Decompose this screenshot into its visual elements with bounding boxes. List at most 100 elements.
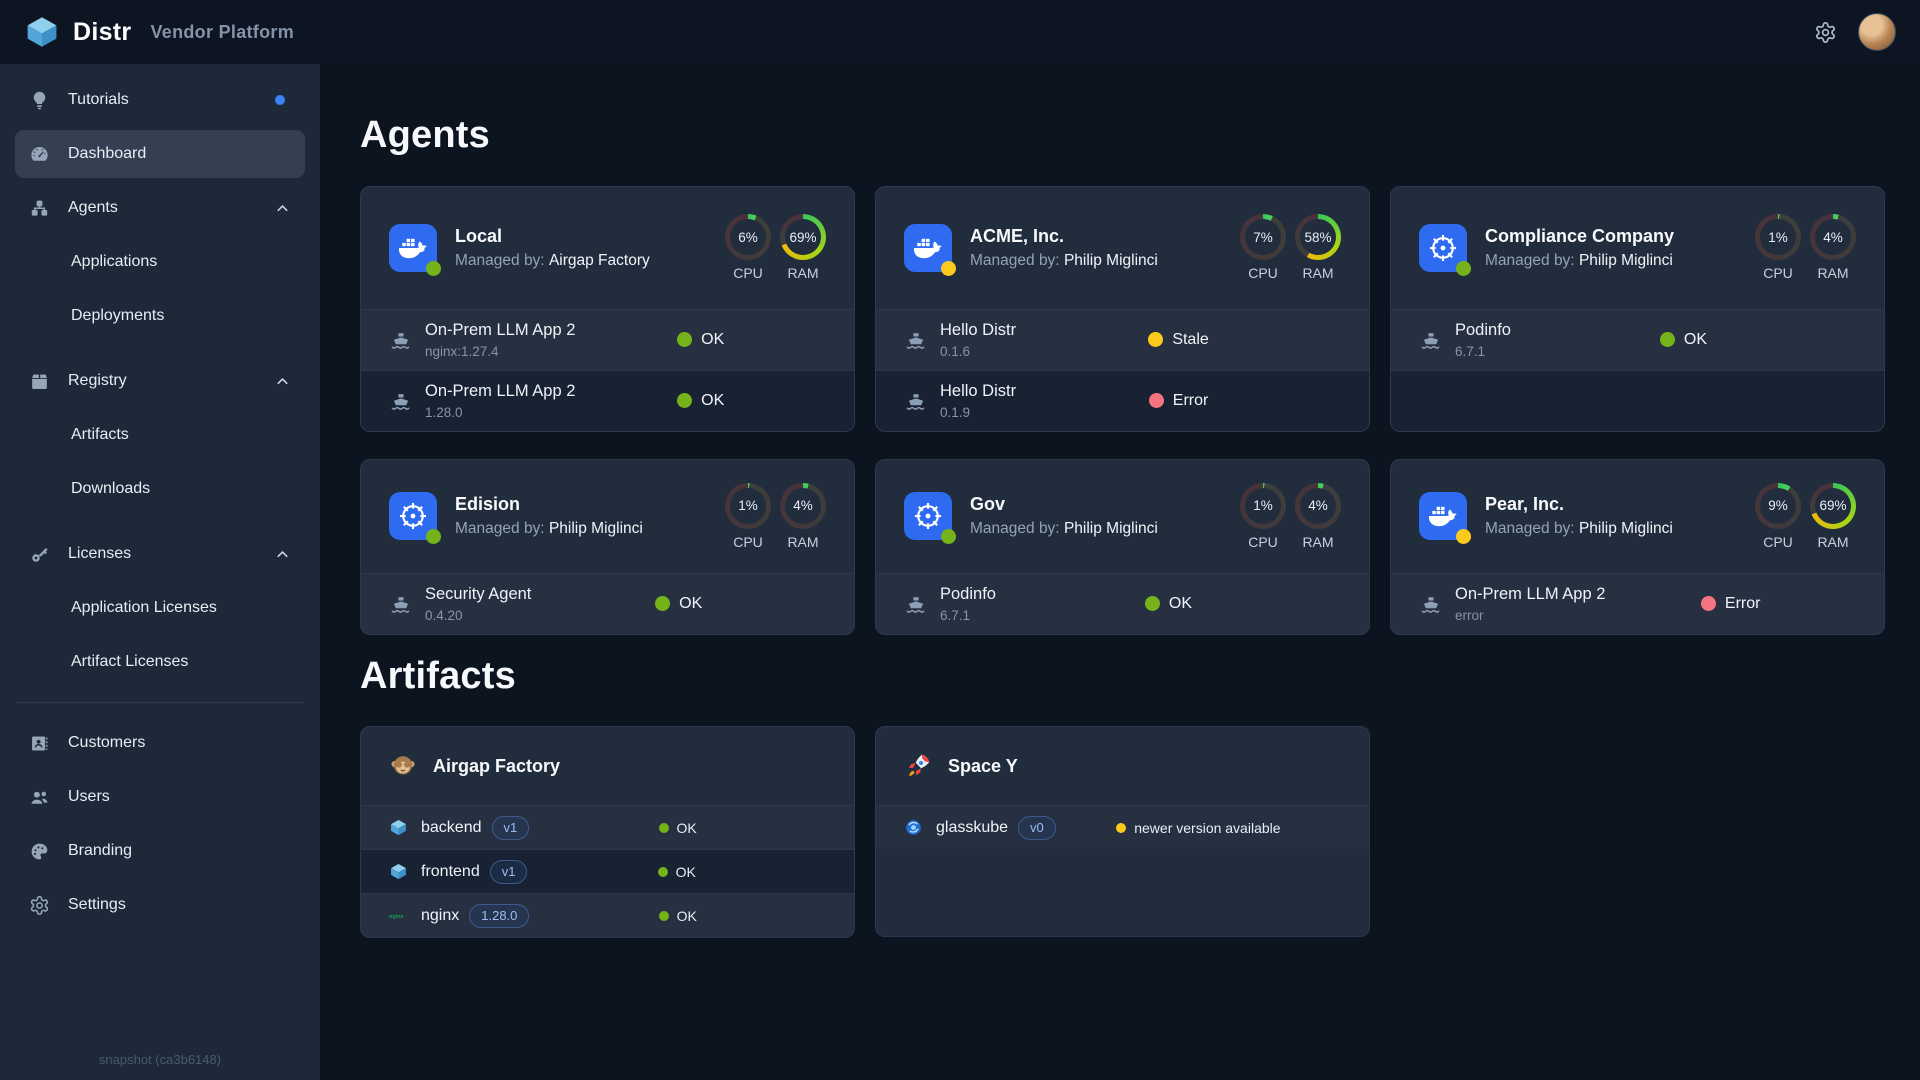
app-title: Distr [73,17,132,46]
deployment-icon [904,592,928,616]
app-subtitle: Vendor Platform [150,21,294,42]
sidebar-item-label: Application Licenses [71,599,217,616]
deployment-icon [389,389,413,413]
nginx-icon: nginx [389,906,409,926]
sidebar-item-label: Artifact Licenses [71,653,189,670]
artifact-group-card[interactable]: Space Y glasskube v0 newer version availabl… [875,726,1370,938]
deployment-row-empty [1391,369,1884,431]
agent-status-dot [941,260,956,276]
sidebar-item-settings[interactable]: Settings [15,881,305,929]
chevron-up-icon [274,546,291,563]
sidebar-item-application-licenses[interactable]: Application Licenses [15,584,305,632]
gauge-ring-ram: 69% [780,214,826,261]
artifact-status: OK [529,908,826,924]
deployment-row[interactable]: On-Prem LLM App 2 1.28.0 OK [361,369,854,431]
artifact-row[interactable]: frontend v1 OK [361,849,854,894]
gauge-ring-ram: 4% [1810,214,1856,261]
sidebar-item-dashboard[interactable]: Dashboard [15,130,305,178]
globe-icon [904,818,924,838]
agent-info: ACME, Inc. Managed by: Philip Miglinci [970,226,1158,270]
agent-card-header: Compliance Company Managed by: Philip Mig… [1391,187,1884,309]
deployment-row[interactable]: Security Agent 0.4.20 OK [361,572,854,634]
sidebar-item-label: Artifacts [71,426,129,443]
deployment-name: Podinfo [940,584,996,603]
deployment-row[interactable]: Podinfo 6.7.1 OK [876,572,1369,634]
gauge-value-ram: 58% [1300,219,1336,256]
monkey-icon [389,752,417,780]
sidebar-item-agents[interactable]: Agents [15,184,305,232]
artifact-group-card[interactable]: Airgap Factory backend v1 OK frontend v1 OK ngi… [360,726,855,939]
deployment-row[interactable]: Hello Distr 0.1.9 Error [876,369,1369,431]
agent-card[interactable]: Pear, Inc. Managed by: Philip Miglinci 9% C… [1390,458,1885,635]
deployment-version: 6.7.1 [1455,343,1486,359]
agent-name: Gov [970,494,1006,515]
sidebar-item-downloads[interactable]: Downloads [15,465,305,513]
deployment-status: OK [531,595,826,613]
docker-icon [1419,492,1471,545]
agent-card[interactable]: Compliance Company Managed by: Philip Mig… [1390,185,1885,432]
gauge-label-cpu: CPU [1248,265,1278,282]
managed-by-label: Managed by: [970,251,1064,269]
kubernetes-icon [904,492,956,545]
rocket-icon [904,752,932,780]
agent-name: ACME, Inc. [970,225,1065,246]
status-dot [1116,822,1127,833]
artifact-row[interactable]: backend v1 OK [361,805,854,849]
sidebar-item-deployments[interactable]: Deployments [15,292,305,340]
artifact-row[interactable]: glasskube v0 newer version available [876,805,1369,849]
deployment-texts: Podinfo 6.7.1 [940,585,996,623]
sidebar-divider [16,702,304,703]
agent-card[interactable]: Local Managed by: Airgap Factory 6% CPU 69% R… [360,185,855,432]
sidebar-item-label: Settings [68,896,126,913]
sidebar-item-tutorials[interactable]: Tutorials [15,76,305,124]
status-label: OK [676,819,697,836]
agent-card[interactable]: Edision Managed by: Philip Miglinci 1% CPU 4… [360,458,855,635]
idcard-icon [29,733,50,754]
deployment-status: Error [1605,595,1856,613]
sidebar-item-licenses[interactable]: Licenses [15,530,305,578]
gauge-value-cpu: 1% [1245,487,1281,524]
gauge-label-ram: RAM [787,265,819,282]
agent-card[interactable]: ACME, Inc. Managed by: Philip Miglinci 7% C… [875,185,1370,432]
agent-card[interactable]: Gov Managed by: Philip Miglinci 1% CPU 4% RAM… [875,458,1370,635]
deployment-name: Hello Distr [940,381,1017,400]
deployment-icon [1419,328,1443,352]
deployment-icon [904,328,928,352]
users-icon [29,787,50,808]
sidebar-item-registry[interactable]: Registry [15,357,305,405]
artifact-version-badge: 1.28.0 [469,904,530,928]
deployment-row[interactable]: On-Prem LLM App 2 error Error [1391,572,1884,634]
gauge-value-ram: 4% [1300,487,1336,524]
gauge-cpu: 9% CPU [1755,482,1801,550]
settings-gear-icon[interactable] [1810,17,1840,47]
agent-managed-by: Managed by: Philip Miglinci [970,520,1158,538]
gauge-value-cpu: 7% [1245,219,1281,256]
status-dot [1144,596,1160,612]
sidebar-item-branding[interactable]: Branding [15,827,305,875]
agent-info: Local Managed by: Airgap Factory [455,226,650,270]
artifacts-section-title: Artifacts [360,654,516,697]
deployment-texts: Hello Distr 0.1.9 [940,382,1016,420]
deployment-row[interactable]: Podinfo 6.7.1 OK [1391,308,1884,370]
key-icon [29,544,50,565]
sidebar-item-artifacts[interactable]: Artifacts [15,411,305,459]
managed-by-label: Managed by: [1485,251,1579,269]
gauge-label-cpu: CPU [1763,533,1793,550]
deployment-name: On-Prem LLM App 2 [425,320,576,339]
user-avatar[interactable] [1858,13,1896,51]
sidebar-item-artifact-licenses[interactable]: Artifact Licenses [15,638,305,686]
deployment-row[interactable]: On-Prem LLM App 2 nginx:1.27.4 OK [361,308,854,370]
managed-by-value: Airgap Factory [548,251,650,269]
deployment-row[interactable]: Hello Distr 0.1.6 Stale [876,308,1369,370]
artifact-name: nginx [421,906,460,924]
sidebar-item-users[interactable]: Users [15,773,305,821]
agent-card-header: Local Managed by: Airgap Factory 6% CPU 69% R… [361,187,854,309]
main-content: Agents Local Managed by: Airgap Factory 6%… [320,64,1920,1080]
gauge-cpu: 1% CPU [1240,482,1286,550]
deployment-version: nginx:1.27.4 [425,343,499,359]
artifact-row[interactable]: nginx nginx 1.28.0 OK [361,893,854,937]
sidebar-item-label: Applications [71,253,158,270]
sidebar-item-customers[interactable]: Customers [15,719,305,767]
sidebar-item-applications[interactable]: Applications [15,238,305,286]
agent-info: Gov Managed by: Philip Miglinci [970,494,1158,538]
